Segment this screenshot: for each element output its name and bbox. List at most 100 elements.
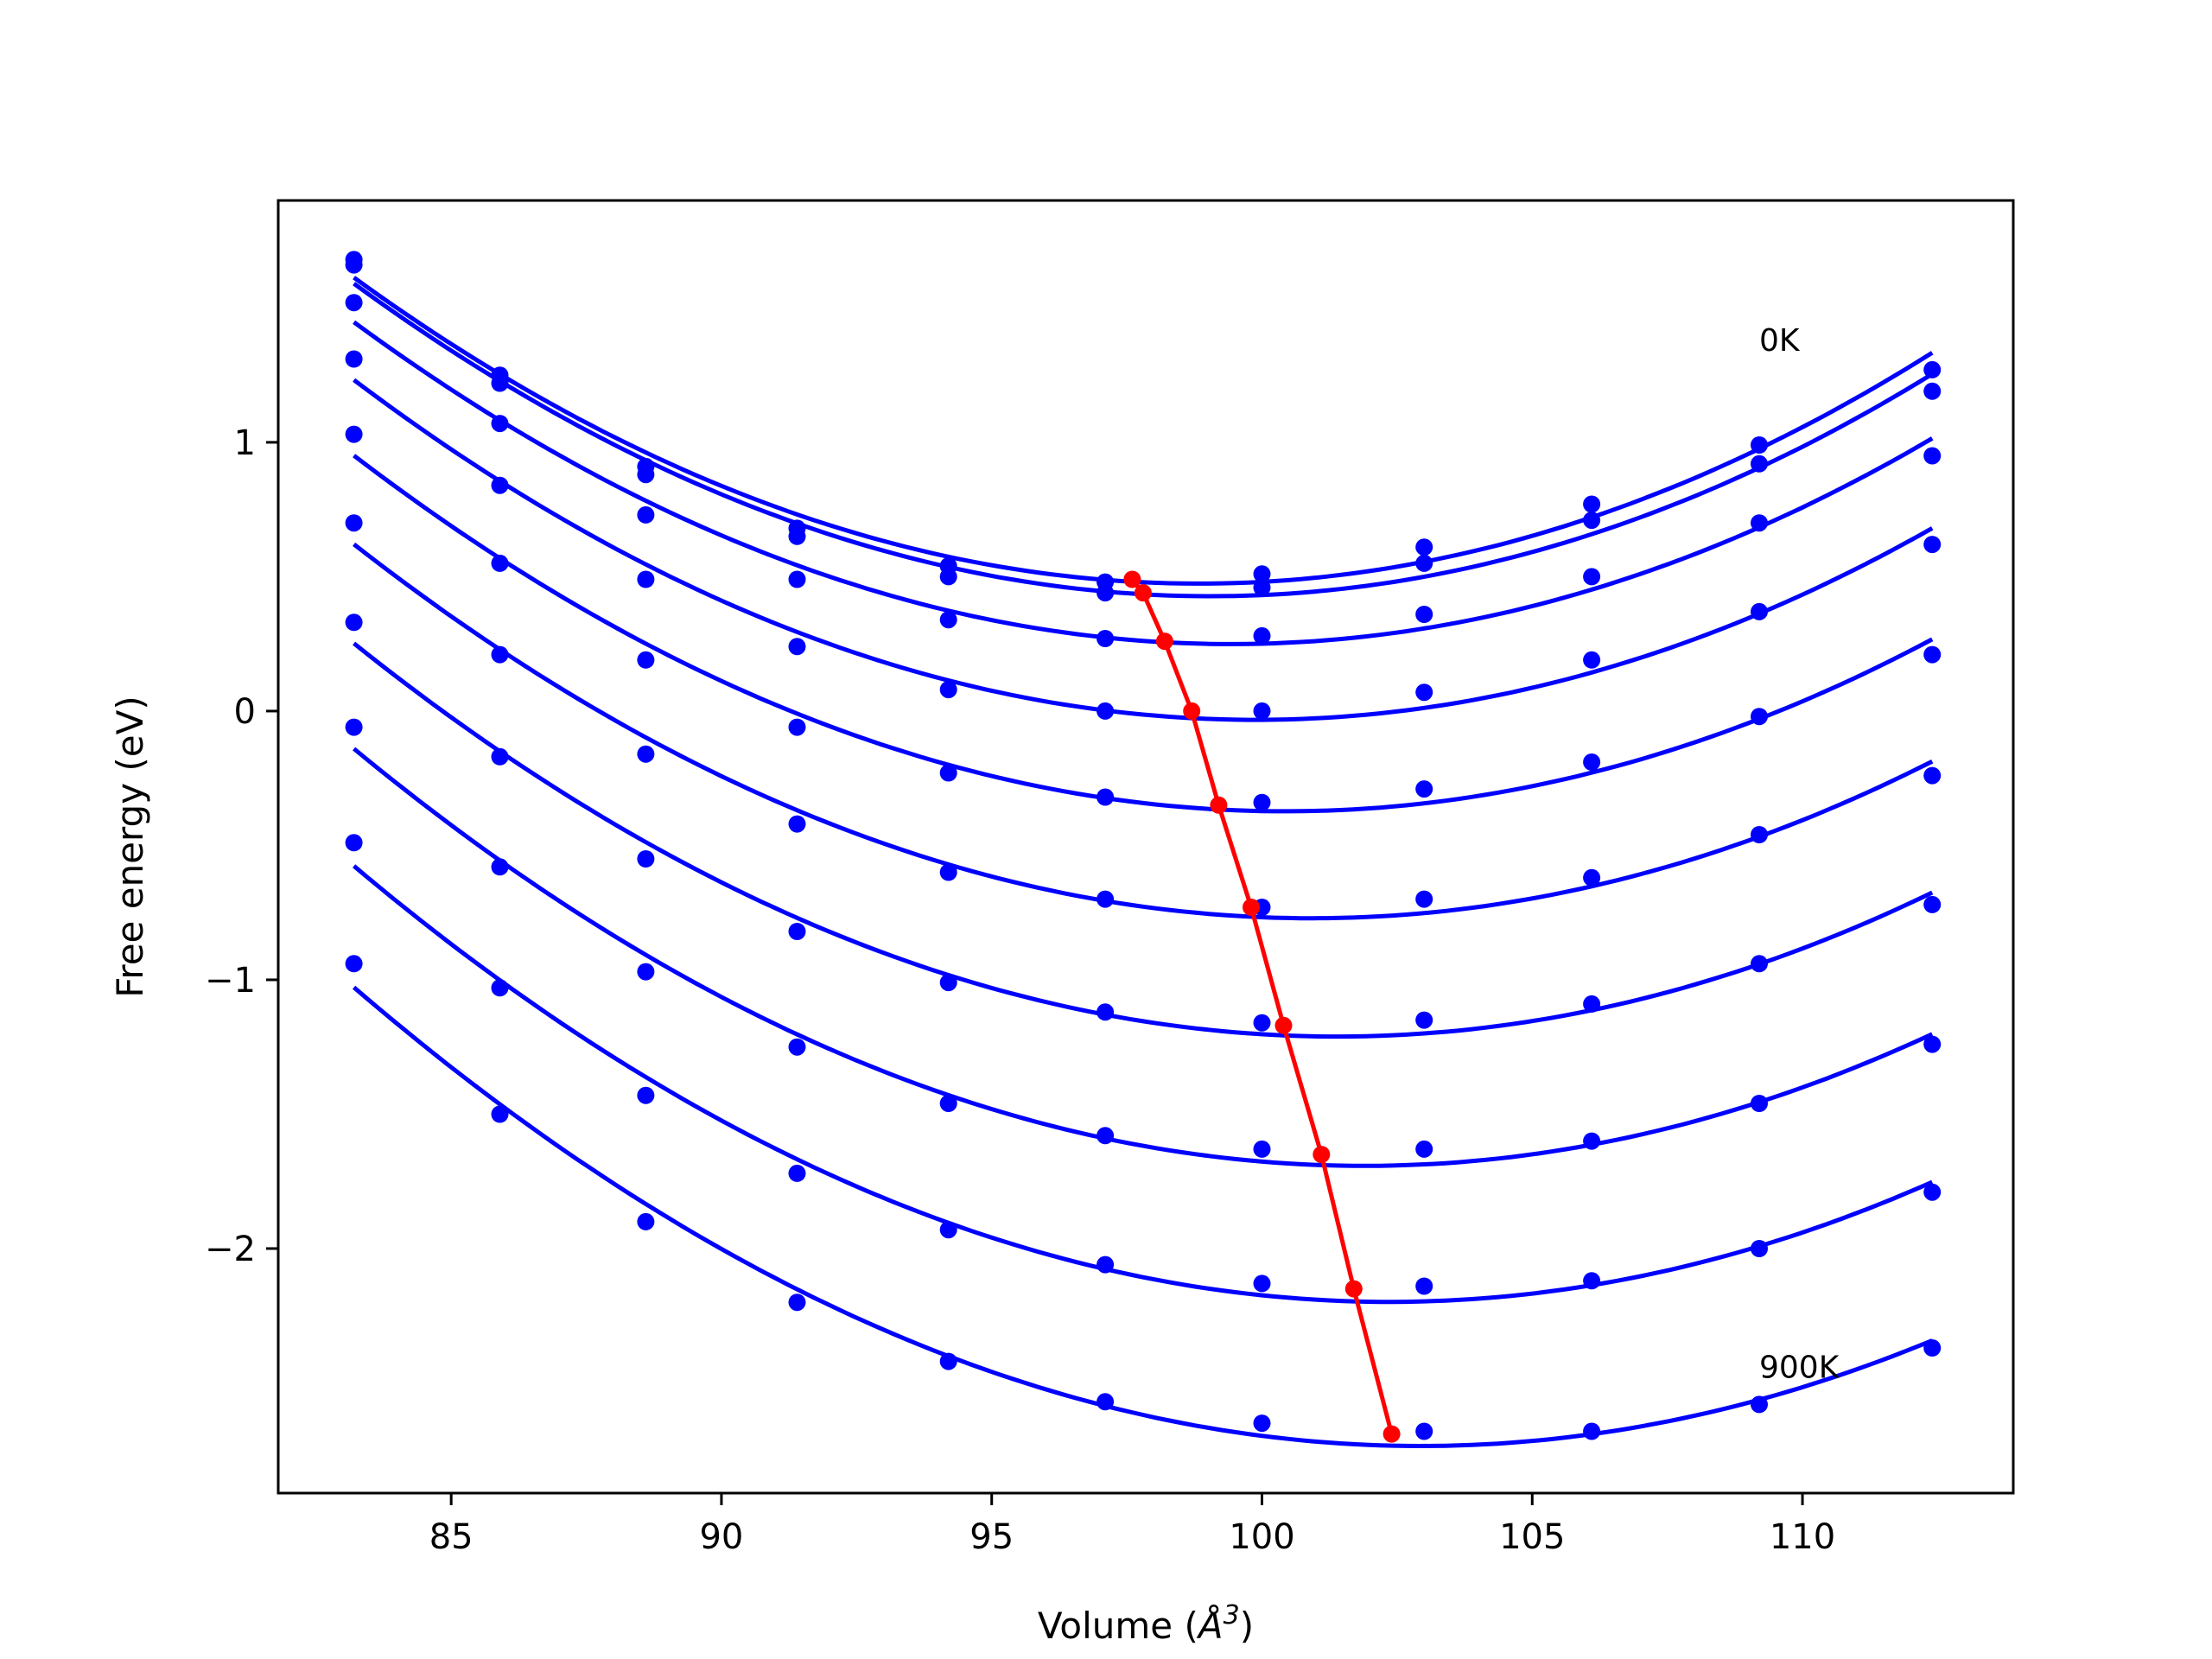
data-point-300K-10 [1923,536,1942,554]
data-point-800K-10 [1923,1183,1942,1201]
data-point-200K-2 [637,505,655,524]
data-point-700K-3 [788,1038,806,1056]
data-point-200K-4 [939,611,957,629]
minima-line [1130,577,1395,1435]
data-point-700K-4 [939,1095,957,1112]
x-tick-label-100: 100 [1229,1517,1294,1557]
y-tick-label--1: −1 [205,961,256,1001]
minimum-point-7 [1313,1146,1331,1164]
data-point-300K-0 [345,350,363,368]
data-point-400K-10 [1923,645,1942,664]
data-point-400K-1 [491,554,509,572]
data-point-400K-0 [345,425,363,443]
data-point-400K-2 [637,651,655,669]
data-point-400K-8 [1583,753,1601,771]
data-point-700K-6 [1253,1140,1271,1158]
data-point-900K-8 [1583,1422,1601,1440]
data-point-100K-5 [1096,584,1115,602]
data-point-200K-1 [491,415,509,433]
curve-0K [353,276,1934,586]
data-point-900K-3 [788,1294,806,1312]
data-point-200K-5 [1096,630,1115,647]
data-point-800K-4 [939,1221,957,1239]
y-tick-label--2: −2 [205,1230,256,1269]
data-point-300K-4 [939,681,957,699]
data-point-900K-9 [1751,1395,1768,1414]
minimum-point-4 [1210,796,1228,814]
minimum-point-6 [1274,1016,1293,1034]
data-point-100K-2 [637,466,655,484]
data-point-700K-5 [1096,1127,1115,1145]
minimum-point-8 [1344,1280,1363,1298]
annotation-900k: 900K [1759,1350,1840,1385]
data-point-300K-5 [1096,702,1115,720]
data-point-200K-9 [1751,514,1768,532]
minima-layer [1123,570,1401,1443]
data-point-800K-1 [491,979,509,997]
data-point-0K-8 [1583,495,1601,513]
data-point-400K-7 [1415,780,1433,798]
data-point-200K-3 [788,570,806,588]
data-point-500K-4 [939,863,957,881]
data-point-900K-4 [939,1352,957,1370]
data-point-600K-7 [1415,1011,1433,1029]
x-tick-label-85: 85 [429,1517,474,1557]
plot-frame [276,199,2015,1495]
data-point-600K-2 [637,850,655,868]
data-point-800K-6 [1253,1274,1271,1293]
x-tick-label-105: 105 [1499,1517,1565,1557]
data-point-700K-7 [1415,1140,1433,1158]
curve-200K [353,320,1934,646]
y-tick-label-0: 0 [234,692,256,732]
curve-600K [353,641,1934,1039]
data-point-600K-6 [1253,1014,1271,1032]
data-point-100K-3 [788,527,806,545]
annotation-0k: 0K [1759,323,1801,359]
data-point-0K-7 [1415,538,1433,556]
data-point-700K-10 [1923,1035,1942,1053]
data-point-200K-6 [1253,626,1271,645]
data-point-100K-9 [1751,454,1768,473]
data-point-400K-5 [1096,788,1115,806]
data-point-800K-7 [1415,1277,1433,1295]
data-point-800K-0 [345,834,363,852]
data-point-900K-1 [491,1105,509,1123]
data-point-900K-6 [1253,1414,1271,1433]
data-point-500K-10 [1923,766,1942,785]
data-point-600K-4 [939,974,957,992]
data-point-800K-3 [788,1164,806,1182]
x-axis-ticks: 85 90 95 100 105 110 [429,1493,1835,1557]
data-point-0K-9 [1751,436,1768,454]
data-point-300K-2 [637,570,655,588]
data-point-900K-10 [1923,1339,1942,1357]
minimum-point-9 [1382,1425,1401,1443]
data-point-200K-0 [345,294,363,312]
curve-500K [353,542,1934,921]
curve-800K [352,864,1934,1305]
data-point-200K-10 [1923,447,1942,465]
y-axis-ticks: −2 −1 0 1 [205,423,278,1269]
data-point-300K-1 [491,476,509,494]
data-point-700K-8 [1583,1132,1601,1150]
data-point-600K-9 [1751,955,1768,973]
minimum-point-1 [1134,584,1152,602]
data-point-100K-6 [1253,578,1271,596]
data-point-500K-5 [1096,890,1115,908]
minimum-point-3 [1183,702,1201,720]
y-axis-label: Free energy (eV) [109,696,151,998]
data-point-100K-10 [1923,382,1942,400]
data-point-300K-8 [1583,651,1601,669]
data-point-700K-2 [637,963,655,981]
data-point-900K-0 [345,955,363,973]
data-point-500K-7 [1415,890,1433,908]
curve-300K [353,378,1934,722]
data-point-600K-3 [788,923,806,940]
data-point-500K-2 [637,745,655,763]
data-point-400K-9 [1751,708,1768,726]
minimum-point-0 [1123,570,1141,588]
data-point-300K-3 [788,638,806,656]
data-point-700K-1 [491,858,509,876]
data-point-100K-8 [1583,512,1601,530]
